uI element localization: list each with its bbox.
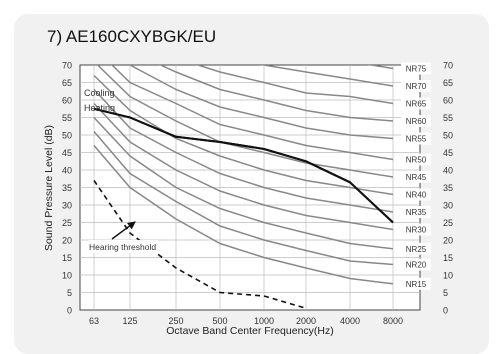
- nr-label-bg: [401, 132, 431, 145]
- nr-label-bg: [401, 115, 431, 127]
- y-tick-left: 65: [62, 78, 72, 88]
- nr-label: NR65: [406, 100, 427, 109]
- y-tick-right: 15: [443, 253, 453, 263]
- y-tick-left: 70: [62, 61, 72, 71]
- nr-label-bg: [401, 80, 431, 92]
- nr-label: NR60: [406, 117, 427, 126]
- x-tick-label: 2000: [296, 316, 316, 326]
- y-tick-right: 60: [443, 96, 453, 106]
- x-tick-label: 63: [89, 316, 99, 326]
- y-tick-right: 55: [443, 113, 453, 123]
- nr-label: NR70: [406, 82, 427, 91]
- nr-label: NR15: [406, 280, 427, 289]
- nr-label-bg: [401, 97, 431, 110]
- nr-curve: [195, 65, 394, 105]
- x-axis-label: Octave Band Center Frequency(Hz): [166, 325, 334, 337]
- threshold-label-bg: [88, 240, 158, 253]
- threshold-arrow: [111, 221, 136, 240]
- y-tick-right: 40: [443, 166, 453, 176]
- x-tick-label: 500: [212, 316, 227, 326]
- y-tick-left: 15: [62, 253, 72, 263]
- y-tick-left: 25: [62, 218, 72, 228]
- nr-label: NR25: [406, 245, 427, 254]
- y-tick-right: 30: [443, 201, 453, 211]
- y-tick-right: 65: [443, 78, 453, 88]
- nr-label-bg: [401, 153, 431, 166]
- nr-curve: [96, 65, 394, 178]
- nr-label: NR30: [406, 226, 427, 235]
- y-tick-left: 20: [62, 236, 72, 246]
- y-tick-left: 30: [62, 201, 72, 211]
- nr-curve: [93, 74, 394, 196]
- nr-curve: [93, 102, 394, 231]
- series-line: [93, 107, 394, 224]
- nr-label: NR20: [406, 261, 427, 270]
- y-tick-left: 60: [62, 96, 72, 106]
- heating-label: Heating: [84, 103, 115, 113]
- y-tick-left: 10: [62, 271, 72, 281]
- nr-label-bg: [401, 242, 431, 255]
- nr-label-bg: [401, 277, 431, 290]
- y-tick-right: 20: [443, 236, 453, 246]
- x-tick-label: 4000: [340, 316, 360, 326]
- y-tick-left: 0: [67, 306, 72, 316]
- series-line: [93, 180, 307, 310]
- y-tick-right: 35: [443, 183, 453, 193]
- nr-label: NR75: [406, 65, 427, 74]
- nr-label-bg: [401, 188, 431, 201]
- y-tick-right: 5: [443, 288, 448, 298]
- nr-curve: [93, 131, 394, 266]
- y-tick-right: 45: [443, 148, 453, 158]
- nr-label-bg: [401, 206, 431, 218]
- nr-label-bg: [401, 62, 431, 75]
- nr-curve: [128, 65, 394, 140]
- nr-label-bg: [401, 223, 431, 236]
- x-tick-label: 8000: [383, 316, 403, 326]
- y-tick-left: 55: [62, 113, 72, 123]
- cooling-label: Cooling: [84, 88, 115, 98]
- nr-curve: [158, 65, 394, 122]
- y-axis-label: Sound Pressure Level (dB): [43, 125, 55, 251]
- x-tick-label: 125: [122, 316, 137, 326]
- nr-curve: [93, 116, 394, 250]
- y-tick-left: 35: [62, 183, 72, 193]
- nr-curve: [93, 145, 394, 285]
- nr-curve: [93, 88, 394, 213]
- y-tick-right: 25: [443, 218, 453, 228]
- nr-chart: NR15 NR20 NR25 NR30 NR35 NR40 NR45 NR50 NR55 NR60…: [43, 61, 453, 338]
- nr-label-bg: [401, 258, 431, 271]
- nr-label: NR50: [406, 156, 427, 165]
- nr-curve: [366, 65, 394, 70]
- x-tick-label: 1000: [254, 316, 274, 326]
- nr-curve: [110, 65, 394, 161]
- nr-label: NR40: [406, 191, 427, 200]
- nr-label: NR35: [406, 208, 427, 217]
- nr-curve: [260, 65, 394, 87]
- y-tick-left: 5: [67, 288, 72, 298]
- nr-label: NR55: [406, 135, 427, 144]
- threshold-label: Hearing threshold: [89, 242, 156, 252]
- y-tick-left: 40: [62, 166, 72, 176]
- nr-label: NR45: [406, 173, 427, 182]
- y-tick-left: 50: [62, 131, 72, 141]
- y-tick-right: 10: [443, 271, 453, 281]
- y-tick-right: 50: [443, 131, 453, 141]
- y-tick-left: 45: [62, 148, 72, 158]
- chart-title: 7) AE160CXYBGK/EU: [47, 27, 217, 46]
- x-tick-label: 250: [168, 316, 183, 326]
- nr-label-bg: [401, 171, 431, 183]
- y-tick-right: 70: [443, 61, 453, 71]
- y-tick-right: 0: [443, 306, 448, 316]
